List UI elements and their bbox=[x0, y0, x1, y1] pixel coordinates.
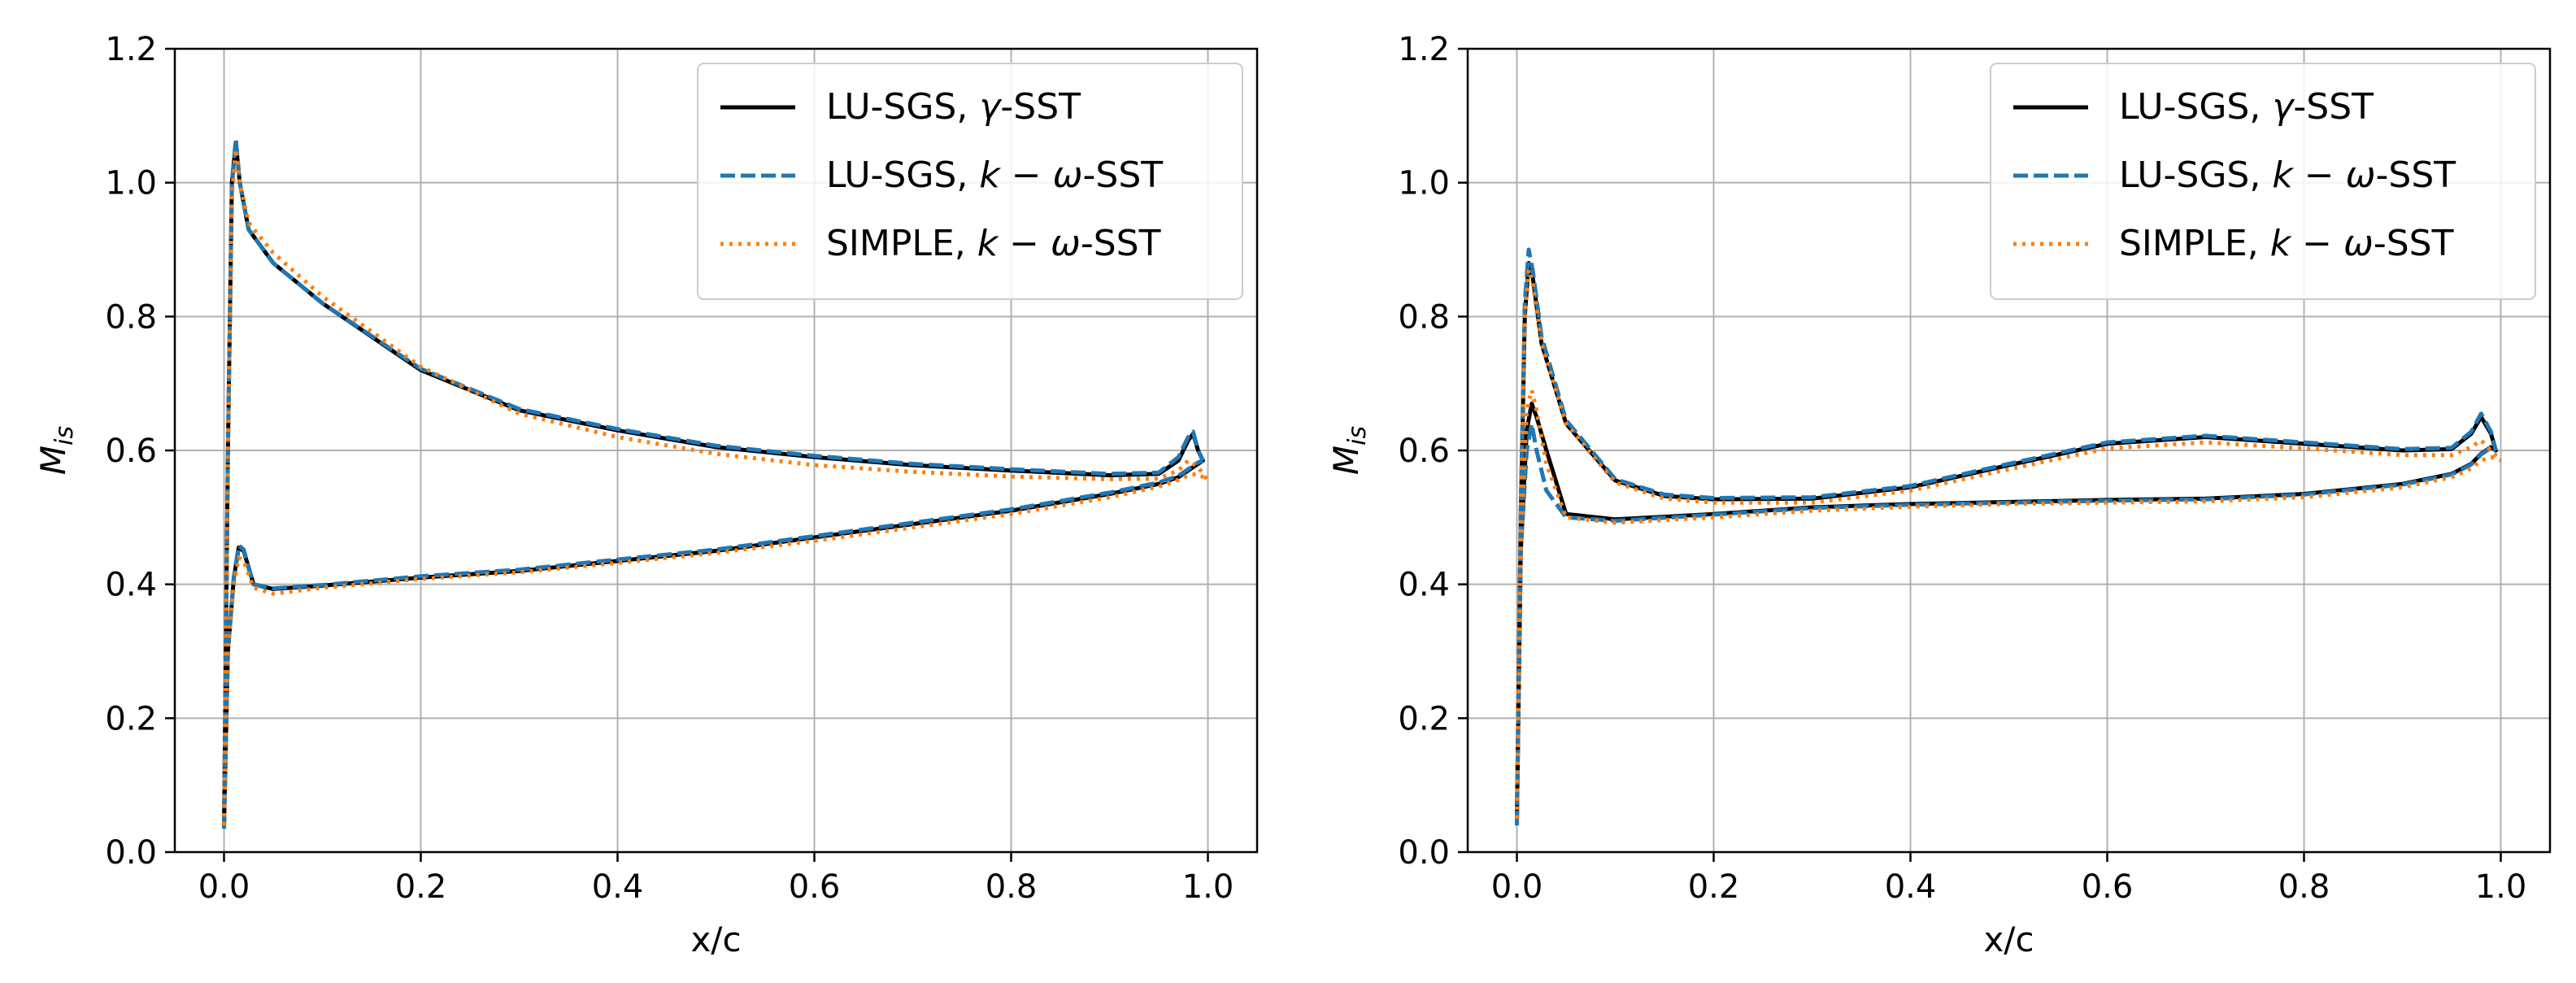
x-tick-label: 1.0 bbox=[2475, 868, 2527, 906]
x-tick-label: 0.0 bbox=[198, 868, 250, 906]
y-axis-label: Mis bbox=[33, 426, 79, 475]
series-line bbox=[222, 147, 1210, 826]
y-tick-label: 0.8 bbox=[1398, 298, 1450, 336]
x-tick-label: 0.2 bbox=[395, 868, 447, 906]
legend-label: LU-SGS, γ-SST bbox=[2119, 86, 2374, 128]
legend-label-prefix: LU-SGS, bbox=[2119, 86, 2272, 128]
series-line bbox=[222, 459, 1204, 829]
y-tick-label: 0.8 bbox=[105, 298, 157, 336]
x-tick-label: 0.6 bbox=[789, 868, 841, 906]
legend-label-prefix: LU-SGS, bbox=[826, 154, 979, 196]
series-line bbox=[1515, 388, 2502, 819]
legend-label-prefix: SIMPLE, bbox=[2119, 223, 2270, 264]
x-tick-label: 0.6 bbox=[2082, 868, 2134, 906]
legend-label-math: γ bbox=[979, 86, 1002, 128]
y-tick-label: 0.4 bbox=[105, 567, 157, 604]
legend-label-prefix: SIMPLE, bbox=[826, 223, 977, 264]
series-group bbox=[222, 137, 1210, 829]
y-tick-label: 0.0 bbox=[105, 834, 157, 872]
legend-label-math: γ bbox=[2272, 86, 2295, 128]
legend-label-suffix: -SST bbox=[1083, 154, 1164, 196]
y-tick-label: 0.4 bbox=[1398, 567, 1450, 604]
y-tick-label: 0.2 bbox=[105, 700, 157, 737]
legend-label-math: k − ω bbox=[979, 154, 1082, 196]
y-axis-label: Mis bbox=[1326, 426, 1372, 475]
legend-label-math: k − ω bbox=[2272, 154, 2375, 196]
legend-label-suffix: -SST bbox=[2376, 154, 2456, 196]
x-tick-label: 0.4 bbox=[592, 868, 644, 906]
legend-label-prefix: LU-SGS, bbox=[2119, 154, 2272, 196]
legend-label: LU-SGS, k − ω-SST bbox=[826, 154, 1163, 196]
series-line bbox=[1515, 261, 2498, 821]
chart-panel-left: 0.0 0.2 0.4 0.6 0.8 1.0 0.0 0.2 0.4 0.6 0.8 1.0 1.2 x… bbox=[33, 31, 1259, 959]
legend-label-suffix: -SST bbox=[1000, 86, 1081, 128]
legend-label-suffix: -SST bbox=[2293, 86, 2374, 128]
legend-box bbox=[1990, 63, 2536, 300]
series-line bbox=[222, 472, 1209, 826]
legend-label: LU-SGS, γ-SST bbox=[826, 86, 1081, 128]
x-tick-label: 0.8 bbox=[2278, 868, 2330, 906]
legend-label-prefix: LU-SGS, bbox=[826, 86, 979, 128]
series-line bbox=[222, 458, 1205, 828]
series-line bbox=[1515, 421, 2497, 826]
y-tick-label: 1.2 bbox=[105, 31, 157, 68]
chart-panel-right: 0.0 0.2 0.4 0.6 0.8 1.0 0.0 0.2 0.4 0.6 0.8 1.0 1.2 x… bbox=[1326, 31, 2552, 959]
legend-label-suffix: -SST bbox=[1081, 223, 1161, 264]
y-tick-label: 0.2 bbox=[1398, 700, 1450, 737]
series-group bbox=[1515, 247, 2503, 826]
y-axis-label-sub: is bbox=[1343, 426, 1372, 446]
y-axis-label-main: M bbox=[33, 446, 73, 475]
x-tick-label: 0.2 bbox=[1688, 868, 1740, 906]
y-axis-label-main: M bbox=[1326, 446, 1366, 475]
y-tick-label: 1.2 bbox=[1398, 31, 1450, 68]
y-tick-label: 0.0 bbox=[1398, 834, 1450, 872]
legend-label: LU-SGS, k − ω-SST bbox=[2119, 154, 2456, 196]
legend-label-suffix: -SST bbox=[2374, 223, 2454, 264]
x-axis-label: x/c bbox=[690, 920, 741, 959]
x-tick-label: 0.0 bbox=[1491, 868, 1543, 906]
y-tick-label: 0.6 bbox=[105, 433, 157, 470]
legend-label: SIMPLE, k − ω-SST bbox=[826, 223, 1161, 264]
series-line bbox=[1515, 267, 2503, 819]
y-tick-label: 0.6 bbox=[1398, 433, 1450, 470]
legend-label-math: k − ω bbox=[2270, 223, 2374, 264]
series-line bbox=[1515, 247, 2498, 826]
legend-label-math: k − ω bbox=[977, 223, 1081, 264]
x-axis-label: x/c bbox=[1983, 920, 2034, 959]
series-line bbox=[222, 137, 1205, 829]
y-tick-label: 1.0 bbox=[1398, 165, 1450, 202]
x-tick-label: 0.8 bbox=[986, 868, 1038, 906]
y-axis-label-sub: is bbox=[50, 426, 79, 446]
x-tick-label: 1.0 bbox=[1182, 868, 1234, 906]
legend-label: SIMPLE, k − ω-SST bbox=[2119, 223, 2454, 264]
y-tick-label: 1.0 bbox=[105, 165, 157, 202]
x-tick-label: 0.4 bbox=[1885, 868, 1937, 906]
legend-box bbox=[697, 63, 1243, 300]
